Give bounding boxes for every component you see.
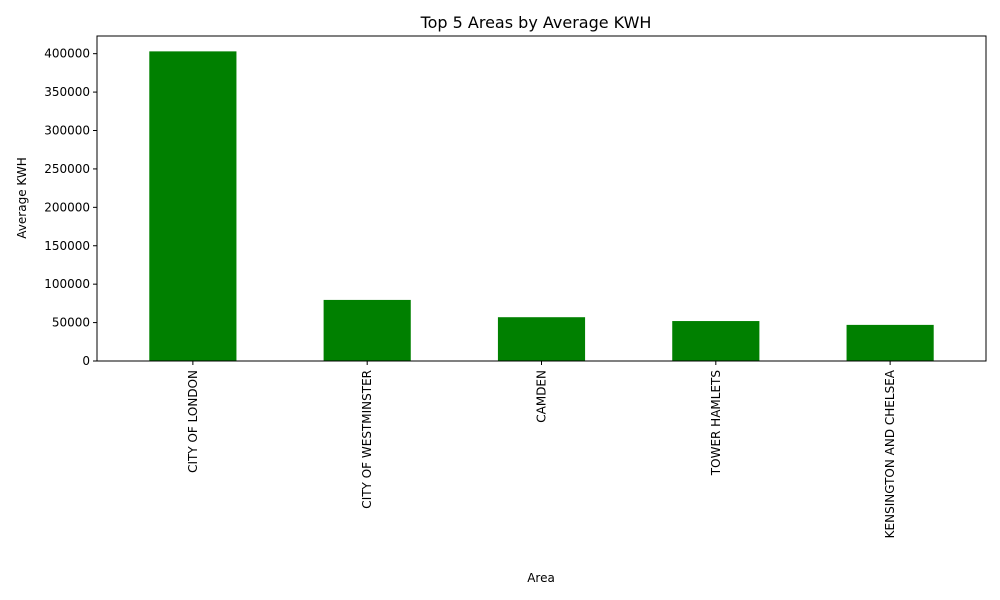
y-tick-label-8: 400000 [44, 47, 90, 61]
x-axis-label: Area [527, 571, 555, 585]
y-tick-label-2: 100000 [44, 277, 90, 291]
y-axis-label: Average KWH [15, 157, 29, 238]
y-tick-label-1: 50000 [52, 316, 90, 330]
bar-3 [672, 321, 760, 361]
bar-1 [323, 299, 411, 361]
bar-0 [149, 51, 237, 362]
y-tick-label-6: 300000 [44, 124, 90, 138]
y-tick-label-7: 350000 [44, 85, 90, 99]
y-tick-label-0: 0 [82, 354, 90, 368]
x-axis-ticks: CITY OF LONDON CITY OF WESTMINSTER CAMDEN T… [186, 361, 897, 538]
y-tick-label-3: 150000 [44, 239, 90, 253]
x-tick-label-4: KENSINGTON AND CHELSEA [883, 369, 897, 538]
bar-2 [497, 317, 586, 361]
x-tick-label-2: CAMDEN [535, 370, 549, 423]
x-tick-label-3: TOWER HAMLETS [709, 370, 723, 476]
y-tick-label-5: 250000 [44, 162, 90, 176]
bars-group [149, 51, 934, 362]
x-tick-label-0: CITY OF LONDON [186, 370, 200, 473]
y-axis-ticks: 0 50000 100000 150000 200000 250000 300000 3500… [44, 47, 97, 368]
chart-title: Top 5 Areas by Average KWH [420, 13, 652, 32]
plot-frame [96, 35, 987, 362]
x-tick-label-1: CITY OF WESTMINSTER [360, 370, 374, 509]
y-tick-label-4: 200000 [44, 200, 90, 214]
bar-4 [846, 324, 934, 361]
